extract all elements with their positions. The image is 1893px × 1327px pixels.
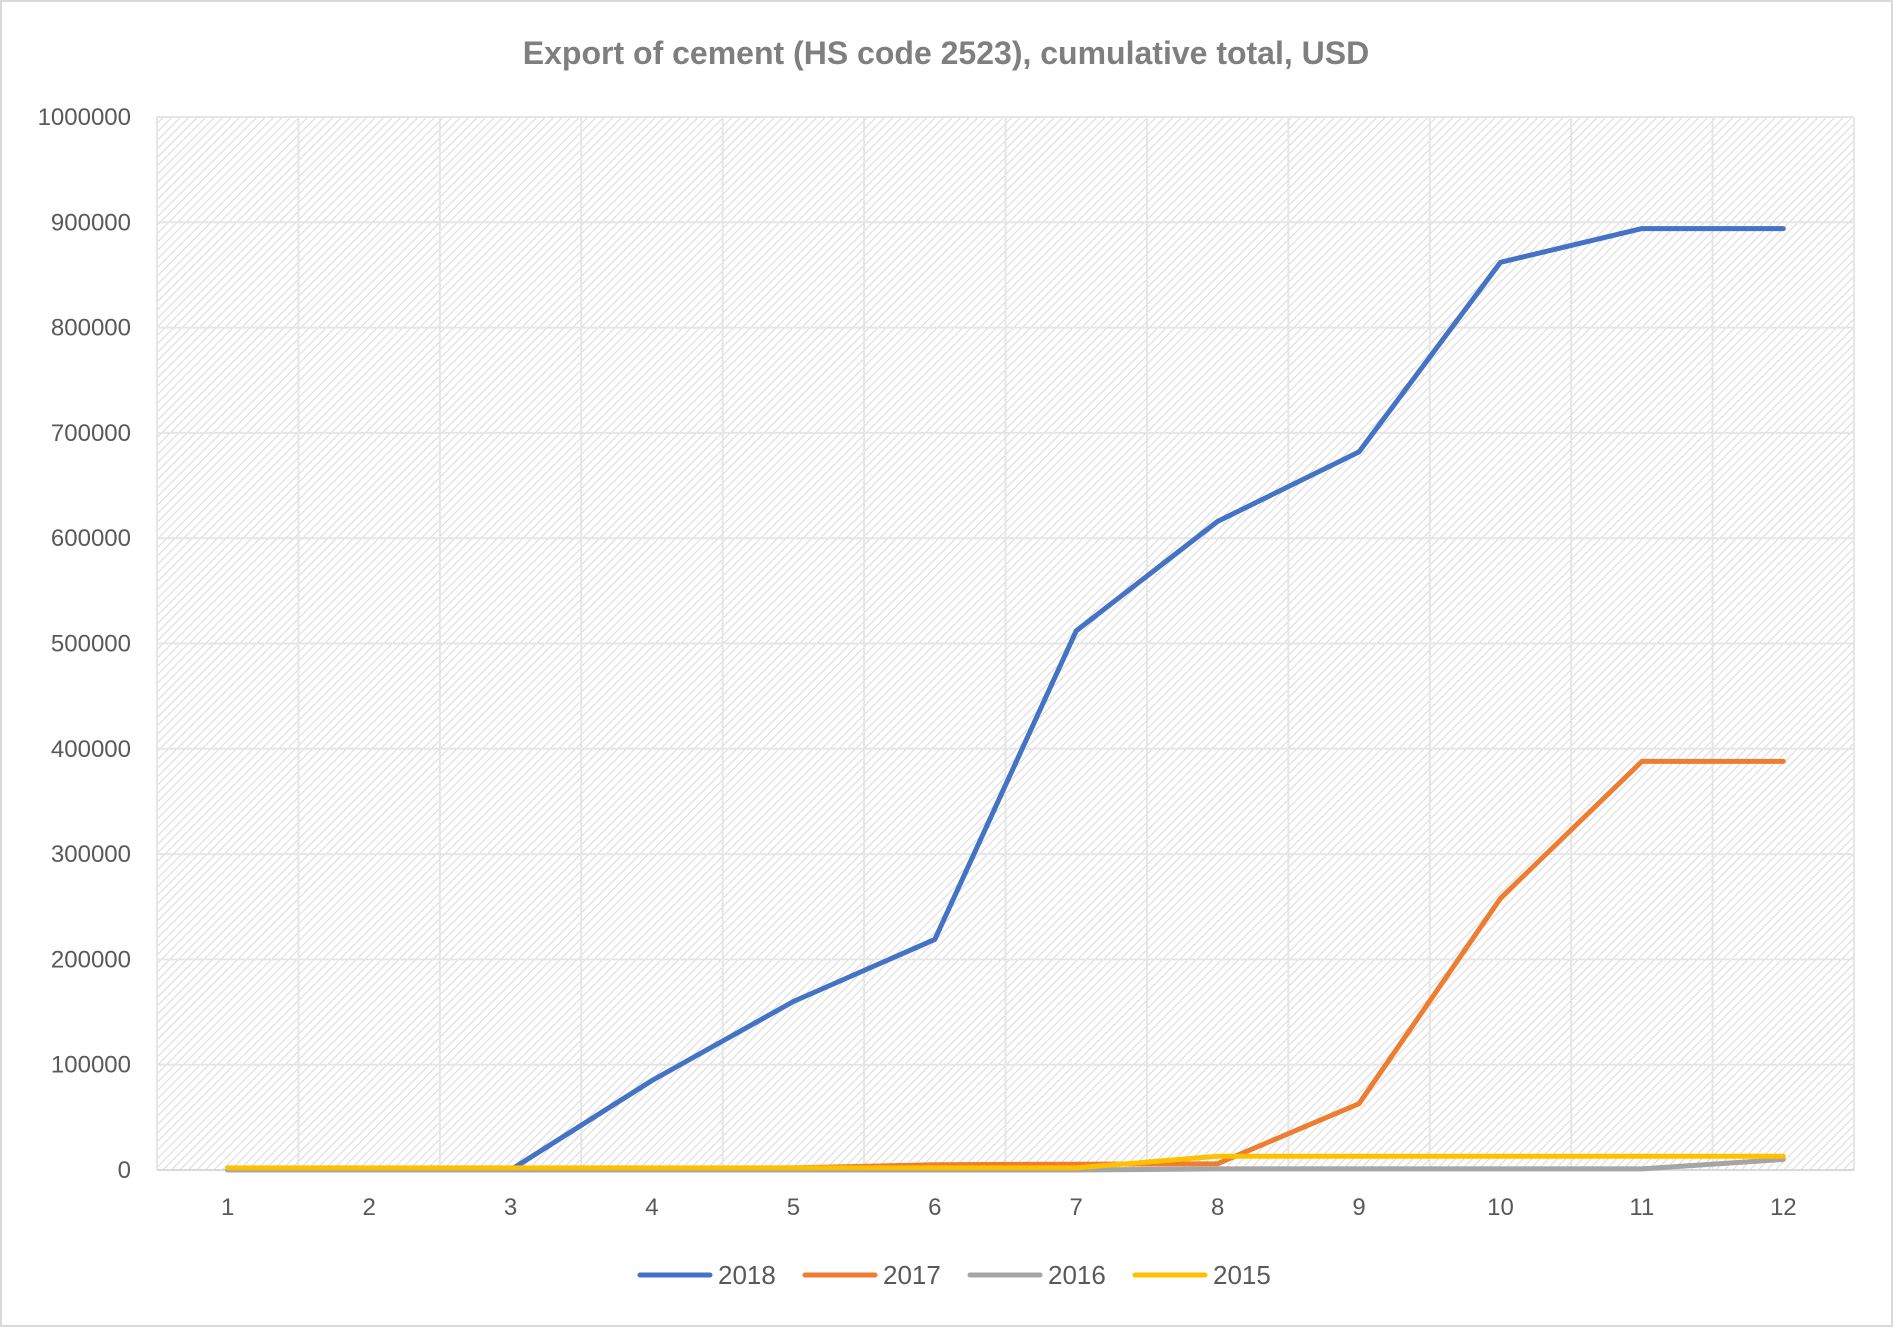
y-tick-label: 600000: [51, 525, 131, 552]
y-tick-label: 200000: [51, 946, 131, 973]
y-tick-label: 100000: [51, 1052, 131, 1079]
x-tick-label: 8: [1211, 1194, 1224, 1221]
legend-label-2017: 2017: [883, 1260, 941, 1290]
y-tick-label: 500000: [51, 631, 131, 658]
y-tick-label: 1000000: [38, 104, 131, 131]
y-tick-label: 800000: [51, 315, 131, 342]
y-axis-ticks: 0 100000 200000 300000 400000 500000 600000 700…: [38, 104, 131, 1184]
x-tick-label: 5: [787, 1194, 800, 1221]
y-tick-label: 300000: [51, 841, 131, 868]
y-tick-label: 400000: [51, 736, 131, 763]
y-tick-label: 900000: [51, 209, 131, 236]
x-tick-label: 6: [928, 1194, 941, 1221]
chart-title: Export of cement (HS code 2523), cumulat…: [523, 35, 1369, 71]
x-tick-label: 9: [1352, 1194, 1365, 1221]
x-tick-label: 4: [645, 1194, 658, 1221]
x-axis-ticks: 1 2 3 4 5 6 7 8 9 10 11 12: [221, 1194, 1797, 1221]
series-line-2015: [225, 1153, 1786, 1171]
y-tick-label: 0: [118, 1157, 131, 1184]
series-layer: [225, 226, 1786, 1173]
y-tick-label: 700000: [51, 420, 131, 447]
x-tick-label: 1: [221, 1194, 234, 1221]
legend-label-2018: 2018: [718, 1260, 776, 1290]
x-tick-label: 10: [1487, 1194, 1514, 1221]
x-tick-label: 11: [1629, 1194, 1654, 1221]
x-tick-label: 7: [1070, 1194, 1083, 1221]
legend-label-2015: 2015: [1213, 1260, 1271, 1290]
legend-label-2016: 2016: [1048, 1260, 1106, 1290]
x-tick-label: 3: [504, 1194, 517, 1221]
x-tick-label: 12: [1770, 1194, 1797, 1221]
grid-layer: [156, 116, 1855, 1171]
legend: 2018 2017 2016 2015: [637, 1260, 1271, 1290]
x-tick-label: 2: [362, 1194, 375, 1221]
